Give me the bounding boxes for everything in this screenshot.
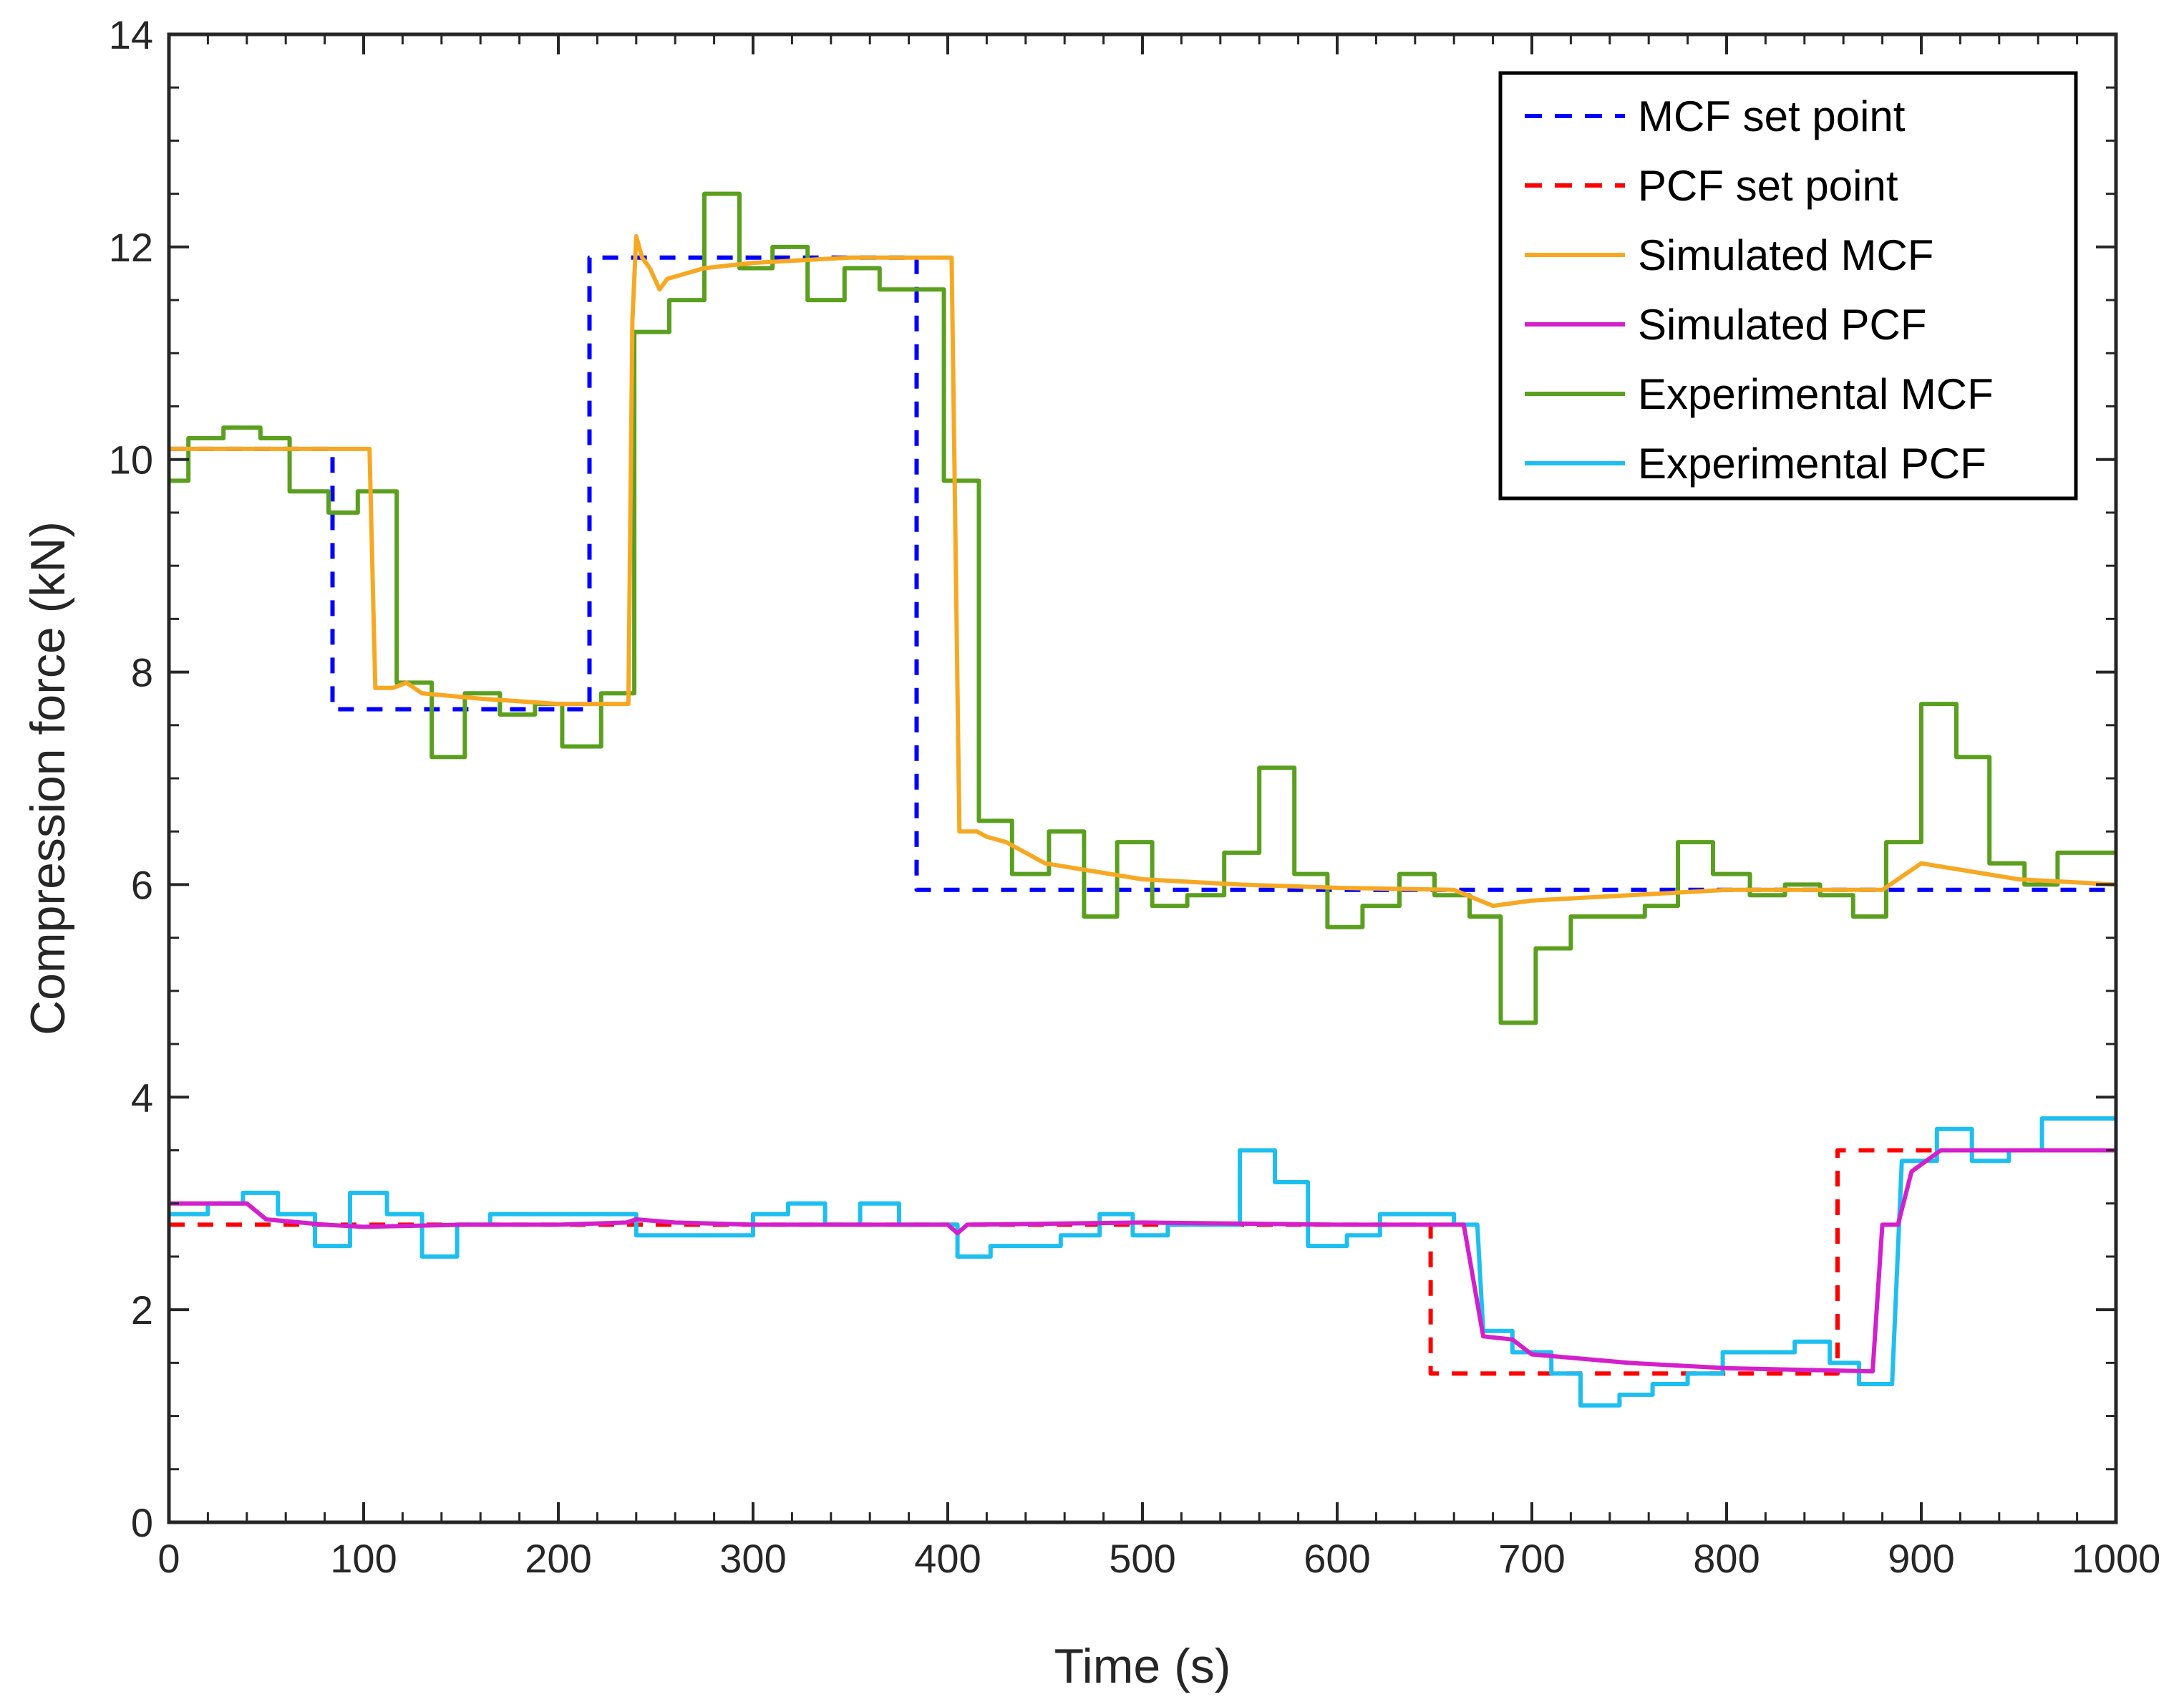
x-tick-label: 100 bbox=[330, 1536, 397, 1581]
series-layer bbox=[169, 191, 2117, 1408]
ticks-layer bbox=[168, 33, 2117, 1524]
y-tick-label: 4 bbox=[131, 1075, 153, 1120]
series-line-experimental-mcf bbox=[169, 191, 2116, 1025]
y-tick-label: 14 bbox=[109, 12, 153, 57]
y-axis-label: Compression force (kN) bbox=[21, 521, 75, 1035]
x-tick-label: 400 bbox=[914, 1536, 981, 1581]
legend-label: Experimental PCF bbox=[1638, 440, 1986, 488]
x-tick-label: 600 bbox=[1304, 1536, 1370, 1581]
legend-items: MCF set point PCF set point Simulated MCF S… bbox=[1525, 92, 1994, 488]
x-tick-label: 900 bbox=[1888, 1536, 1954, 1581]
x-tick-label: 700 bbox=[1498, 1536, 1565, 1581]
y-tick-label: 2 bbox=[131, 1287, 153, 1333]
legend-label: Simulated MCF bbox=[1638, 231, 1933, 279]
legend-label: MCF set point bbox=[1638, 92, 1906, 140]
y-tick-label: 12 bbox=[109, 225, 153, 270]
plot-area bbox=[169, 191, 2117, 1408]
series-line-mcf-set-point bbox=[169, 255, 2116, 892]
x-tick-label: 0 bbox=[157, 1536, 180, 1581]
x-tick-label: 200 bbox=[525, 1536, 591, 1581]
series-line-experimental-pcf bbox=[169, 1116, 2116, 1408]
x-tick-label: 500 bbox=[1109, 1536, 1175, 1581]
y-tick-label: 0 bbox=[131, 1500, 153, 1545]
legend-label: Simulated PCF bbox=[1638, 301, 1926, 349]
x-axis-label: Time (s) bbox=[1054, 1639, 1231, 1693]
legend-label: PCF set point bbox=[1638, 162, 1898, 210]
x-tick-label: 800 bbox=[1693, 1536, 1760, 1581]
tick-labels: 0 100 200 300 400 500 600 700 800 900 1000 0 2 4 6 8 10 1… bbox=[109, 12, 2161, 1581]
legend-label: Experimental MCF bbox=[1638, 370, 1994, 418]
legend-box bbox=[1498, 71, 2078, 501]
series-line-simulated-pcf bbox=[169, 1148, 2116, 1374]
series-line-pcf-set-point bbox=[169, 1148, 2116, 1376]
x-tick-label: 1000 bbox=[2072, 1536, 2161, 1581]
y-tick-label: 6 bbox=[131, 862, 153, 907]
x-tick-label: 300 bbox=[719, 1536, 786, 1581]
series-line-simulated-mcf bbox=[169, 234, 2117, 909]
legend: MCF set point PCF set point Simulated MCF S… bbox=[1498, 71, 2078, 501]
y-tick-label: 10 bbox=[109, 437, 153, 483]
y-tick-label: 8 bbox=[131, 650, 153, 695]
